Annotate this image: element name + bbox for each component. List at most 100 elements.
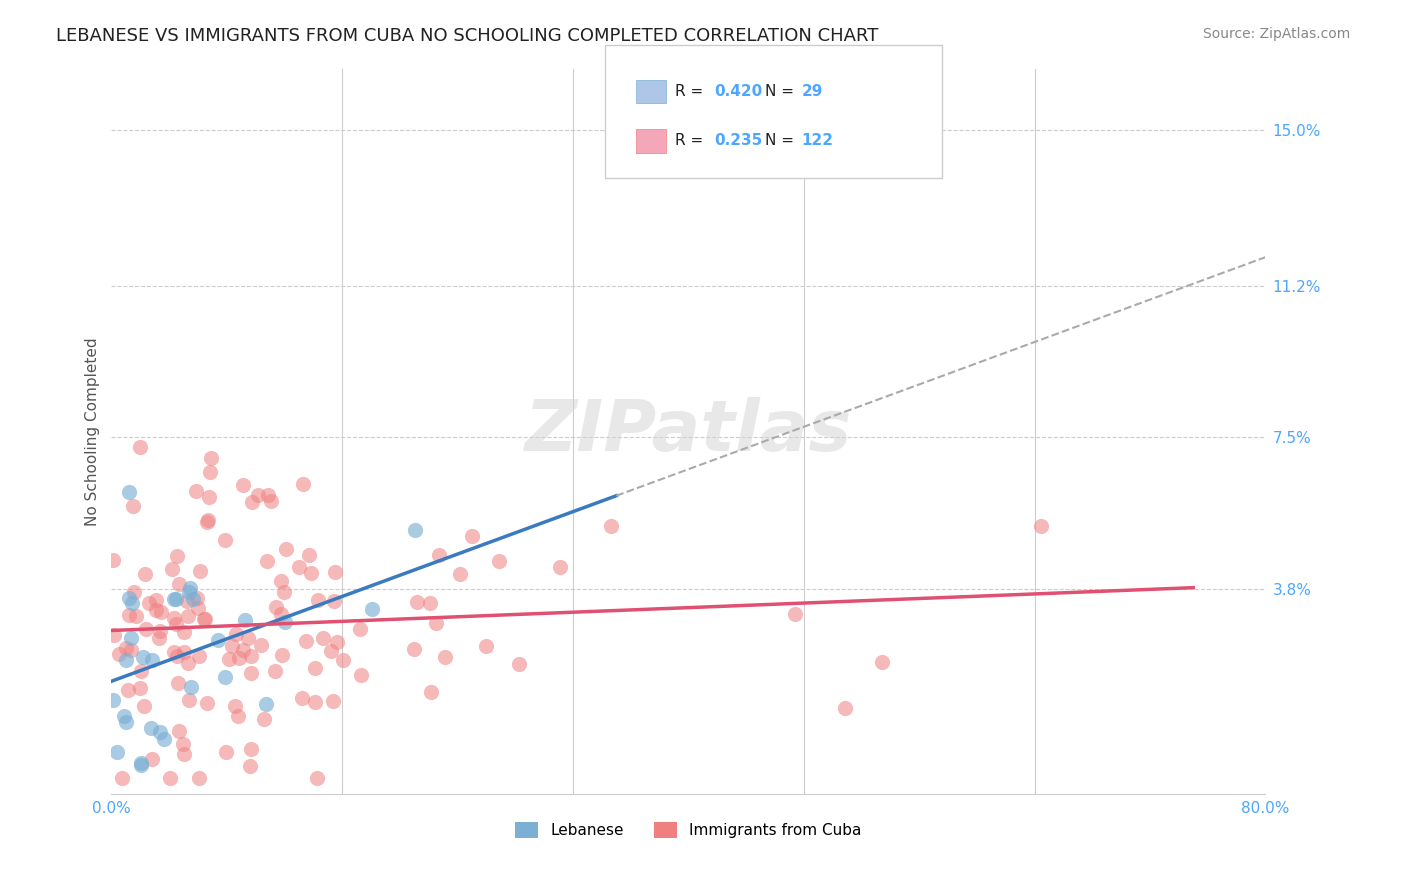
Point bbox=[288, 560, 311, 574]
Point bbox=[166, 676, 188, 690]
Point bbox=[188, 565, 211, 579]
Point bbox=[273, 585, 295, 599]
Point bbox=[129, 681, 152, 695]
Point bbox=[250, 638, 273, 652]
Point bbox=[200, 451, 222, 466]
Point bbox=[193, 612, 215, 626]
Y-axis label: No Schooling Completed: No Schooling Completed bbox=[86, 337, 100, 525]
Point bbox=[548, 559, 571, 574]
Point bbox=[194, 612, 217, 626]
Text: 0.235: 0.235 bbox=[714, 134, 762, 148]
Point bbox=[180, 680, 202, 694]
Point bbox=[264, 599, 287, 614]
Point bbox=[263, 664, 285, 678]
Point bbox=[214, 533, 236, 547]
Point bbox=[406, 594, 429, 608]
Point bbox=[186, 591, 208, 605]
Point bbox=[115, 714, 138, 729]
Point bbox=[290, 691, 312, 706]
Point bbox=[148, 631, 170, 645]
Point bbox=[256, 487, 278, 501]
Point bbox=[322, 594, 344, 608]
Point bbox=[332, 653, 354, 667]
Point bbox=[298, 548, 321, 562]
Point bbox=[870, 656, 893, 670]
Point bbox=[304, 661, 326, 675]
Point bbox=[322, 694, 344, 708]
Point bbox=[163, 611, 186, 625]
Point bbox=[350, 667, 373, 681]
Point bbox=[173, 747, 195, 761]
Point bbox=[270, 574, 292, 588]
Point bbox=[225, 627, 247, 641]
Point bbox=[270, 607, 292, 621]
Point bbox=[307, 771, 329, 785]
Point bbox=[103, 693, 125, 707]
Text: Source: ZipAtlas.com: Source: ZipAtlas.com bbox=[1202, 27, 1350, 41]
Point bbox=[149, 624, 172, 638]
Point bbox=[177, 585, 200, 599]
Point bbox=[184, 484, 207, 499]
Point bbox=[145, 593, 167, 607]
Point bbox=[153, 731, 176, 746]
Point bbox=[173, 625, 195, 640]
Point bbox=[118, 591, 141, 605]
Point bbox=[221, 639, 243, 653]
Point bbox=[271, 648, 294, 662]
Point bbox=[434, 649, 457, 664]
Point bbox=[166, 549, 188, 564]
Point bbox=[349, 622, 371, 636]
Point bbox=[115, 641, 138, 656]
Point bbox=[488, 554, 510, 568]
Point bbox=[240, 495, 263, 509]
Point bbox=[299, 566, 322, 580]
Point bbox=[134, 566, 156, 581]
Point bbox=[228, 651, 250, 665]
Point bbox=[307, 592, 329, 607]
Point bbox=[226, 709, 249, 723]
Point bbox=[232, 642, 254, 657]
Point bbox=[176, 657, 198, 671]
Point bbox=[120, 642, 142, 657]
Point bbox=[108, 647, 131, 661]
Text: N =: N = bbox=[765, 134, 799, 148]
Point bbox=[475, 639, 498, 653]
Point bbox=[461, 529, 484, 543]
Text: 122: 122 bbox=[801, 134, 834, 148]
Point bbox=[149, 725, 172, 739]
Point bbox=[118, 485, 141, 500]
Point bbox=[197, 513, 219, 527]
Point bbox=[247, 488, 270, 502]
Point bbox=[103, 628, 125, 642]
Point bbox=[214, 745, 236, 759]
Point bbox=[404, 523, 426, 537]
Point bbox=[105, 745, 128, 759]
Text: ZIPatlas: ZIPatlas bbox=[524, 397, 852, 466]
Point bbox=[214, 670, 236, 684]
Point bbox=[101, 553, 124, 567]
Point bbox=[323, 565, 346, 579]
Point bbox=[129, 758, 152, 772]
Point bbox=[112, 709, 135, 723]
Point bbox=[419, 596, 441, 610]
Point bbox=[181, 591, 204, 606]
Point bbox=[179, 581, 201, 595]
Point bbox=[163, 645, 186, 659]
Point bbox=[128, 440, 150, 454]
Point bbox=[274, 541, 297, 556]
Text: N =: N = bbox=[765, 85, 799, 99]
Text: R =: R = bbox=[675, 134, 709, 148]
Point bbox=[304, 695, 326, 709]
Point bbox=[256, 554, 278, 568]
Point bbox=[138, 597, 160, 611]
Point bbox=[253, 712, 276, 726]
Text: 0.420: 0.420 bbox=[714, 85, 762, 99]
Legend: Lebanese, Immigrants from Cuba: Lebanese, Immigrants from Cuba bbox=[509, 816, 868, 845]
Point bbox=[274, 615, 297, 629]
Point bbox=[425, 616, 447, 631]
Point bbox=[449, 566, 471, 581]
Point bbox=[118, 607, 141, 622]
Point bbox=[160, 562, 183, 576]
Point bbox=[163, 592, 186, 607]
Point bbox=[198, 465, 221, 479]
